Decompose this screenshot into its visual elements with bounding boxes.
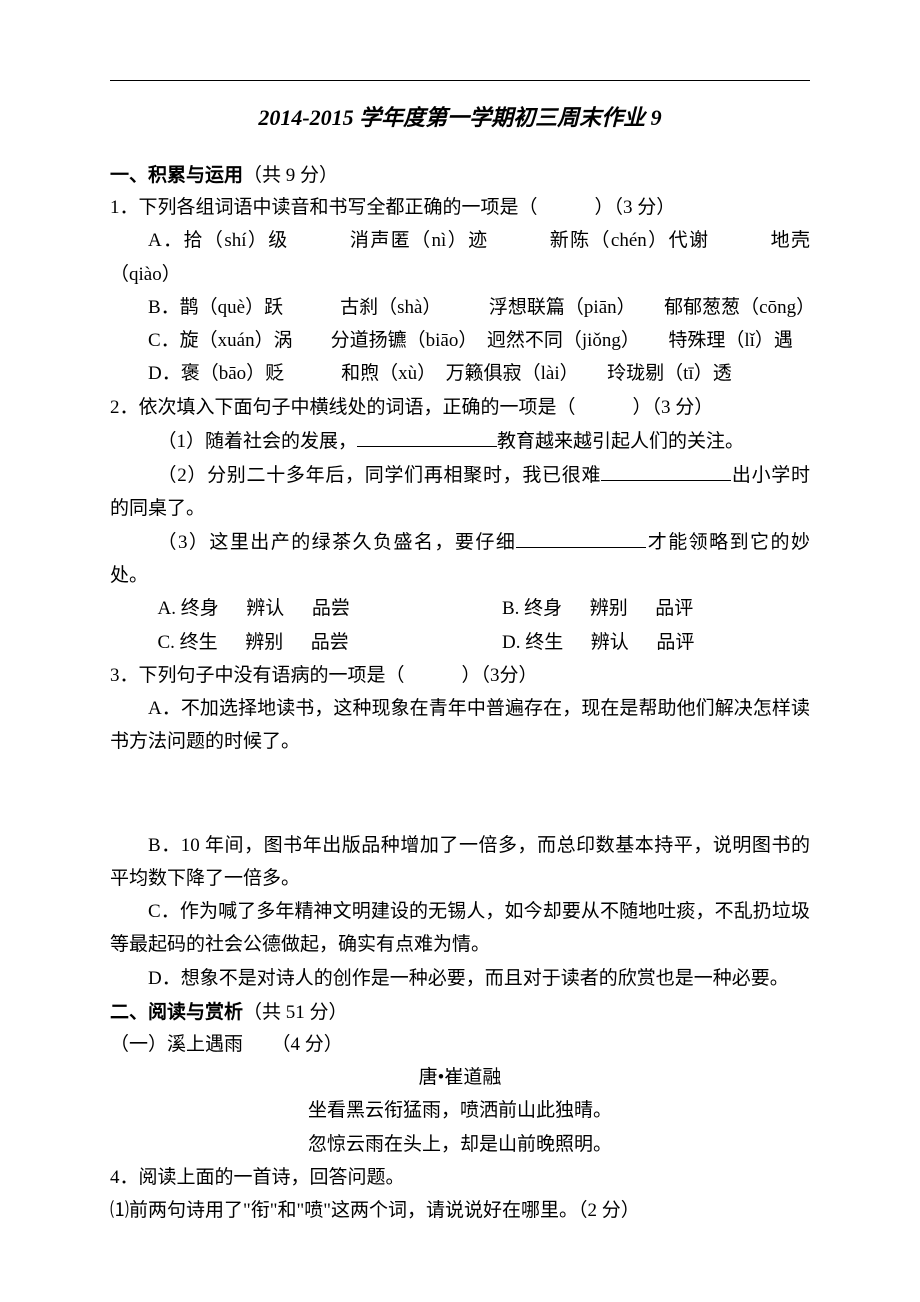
q2-option-d: D. 终生 辨认 品评 <box>502 626 810 659</box>
blank-field <box>601 458 731 481</box>
q2-option-a: A. 终身 辨认 品尝 <box>110 592 502 625</box>
q2-opt-d-3: 品评 <box>656 632 694 653</box>
q2-options-row1: A. 终身 辨认 品尝 B. 终身 辨别 品评 <box>110 592 810 625</box>
q2-opt-d-1: D. 终生 <box>502 632 563 653</box>
blank-field <box>516 525 646 548</box>
poem-subtitle: （一）溪上遇雨 （4 分） <box>110 1028 810 1061</box>
q3-option-a: A．不加选择地读书，这种现象在青年中普遍存在，现在是帮助他们解决怎样读书方法问题… <box>110 692 810 759</box>
q2-sub3-a: （3）这里出产的绿茶久负盛名，要仔细 <box>158 532 517 553</box>
q4-sub1: ⑴前两句诗用了"衔"和"喷"这两个词，请说说好在哪里。（2 分） <box>110 1194 810 1227</box>
document-page: 2014-2015 学年度第一学期初三周末作业 9 一、积累与运用（共 9 分）… <box>110 100 810 1227</box>
blank-field <box>357 424 497 447</box>
q2-options-row2: C. 终生 辨别 品尝 D. 终生 辨认 品评 <box>110 626 810 659</box>
q2-opt-b-3: 品评 <box>655 598 693 619</box>
poem-author: 唐•崔道融 <box>110 1061 810 1094</box>
q2-sub1-b: 教育越来越引起人们的关注。 <box>497 431 744 452</box>
q2-opt-d-2: 辨认 <box>591 632 629 653</box>
q2-opt-a-3: 品尝 <box>312 598 350 619</box>
q2-sub1: （1）随着社会的发展， 教育越来越引起人们的关注。 <box>110 424 810 458</box>
section-2-label: 二、阅读与赏析 <box>110 1002 243 1023</box>
q1-option-c: C．旋（xuán）涡 分道扬镳（biāo） 迥然不同（jiǒng） 特殊理（lǐ… <box>110 324 810 357</box>
q2-option-c: C. 终生 辨别 品尝 <box>110 626 502 659</box>
q2-sub1-a: （1）随着社会的发展， <box>158 431 358 452</box>
q2-opt-c-3: 品尝 <box>311 632 349 653</box>
q2-opt-b-2: 辨别 <box>590 598 628 619</box>
q1-option-a: A．拾（shí）级 消声匿（nì）迹 新陈（chén）代谢 地壳（qiào） <box>110 224 810 291</box>
q2-sub2: （2）分别二十多年后，同学们再相聚时，我已很难出小学时的同桌了。 <box>110 458 810 525</box>
q2-option-b: B. 终身 辨别 品评 <box>502 592 810 625</box>
q2-opt-c-1: C. 终生 <box>158 632 218 653</box>
q3-option-d: D．想象不是对诗人的创作是一种必要，而且对于读者的欣赏也是一种必要。 <box>110 962 810 995</box>
q3-stem: 3．下列句子中没有语病的一项是（ ）（3分） <box>110 659 810 692</box>
q2-opt-c-2: 辨别 <box>245 632 283 653</box>
section-1-header: 一、积累与运用（共 9 分） <box>110 160 810 187</box>
section-2-header: 二、阅读与赏析（共 51 分） <box>110 997 810 1024</box>
q2-sub3: （3）这里出产的绿茶久负盛名，要仔细才能领略到它的妙处。 <box>110 525 810 592</box>
q2-opt-b-1: B. 终身 <box>502 598 562 619</box>
q3-option-b: B．10 年间，图书年出版品种增加了一倍多，而总印数基本持平，说明图书的平均数下… <box>110 829 810 896</box>
section-1-points: （共 9 分） <box>243 165 338 186</box>
page-top-rule <box>110 80 810 81</box>
q1-stem: 1．下列各组词语中读音和书写全都正确的一项是（ ）（3 分） <box>110 191 810 224</box>
q1-option-b: B．鹊（què）跃 古刹（shà） 浮想联篇（piān） 郁郁葱葱（cōng） <box>110 291 810 324</box>
q2-opt-a-2: 辨认 <box>246 598 284 619</box>
q3-option-c: C．作为喊了多年精神文明建设的无锡人，如今却要从不随地吐痰，不乱扔垃圾等最起码的… <box>110 895 810 962</box>
page-spacer <box>110 759 810 829</box>
document-title: 2014-2015 学年度第一学期初三周末作业 9 <box>110 100 810 132</box>
poem-line-1: 坐看黑云衔猛雨，喷洒前山此独晴。 <box>110 1094 810 1127</box>
q2-stem: 2．依次填入下面句子中横线处的词语，正确的一项是（ ）（3 分） <box>110 391 810 424</box>
q2-sub2-a: （2）分别二十多年后，同学们再相聚时，我已很难 <box>158 465 602 486</box>
q4-stem: 4．阅读上面的一首诗，回答问题。 <box>110 1161 810 1194</box>
poem-line-2: 忽惊云雨在头上，却是山前晚照明。 <box>110 1128 810 1161</box>
q1-option-d: D．褒（bāo）贬 和煦（xù） 万籁俱寂（lài） 玲珑剔（tī）透 <box>110 357 810 390</box>
section-2-points: （共 51 分） <box>243 1002 348 1023</box>
section-1-label: 一、积累与运用 <box>110 165 243 186</box>
q2-opt-a-1: A. 终身 <box>158 598 219 619</box>
